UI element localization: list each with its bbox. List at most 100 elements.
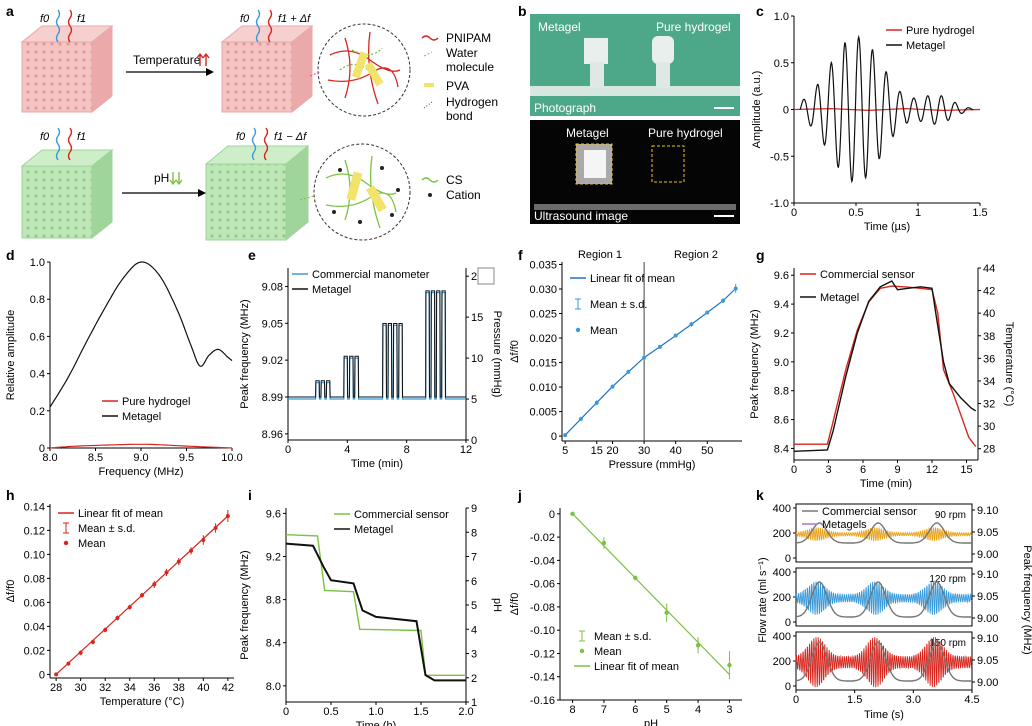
panel-d-axes: 8.0 8.5 9.0 9.5 10.0 0 0.2 0.4 0.6 0.8 1.0 Frequenc… <box>5 257 243 478</box>
data-point <box>140 593 144 598</box>
x-tick-label: 5 <box>562 445 568 457</box>
y2-tick-label: 40 <box>983 308 995 320</box>
panel-g-axes: 0 3 6 9 12 15 8.4 8.6 8.8 9.0 9.2 9.4 9.6 Time (min) P… <box>749 268 978 490</box>
x-tick-label: 9.0 <box>133 452 148 464</box>
panel-i-axes: 0 0.5 1.0 1.5 2.0 8.0 8.4 8.8 9.2 9.6 Time (h) Peak… <box>239 508 474 726</box>
data-point <box>695 643 701 648</box>
x-axis-label: Pressure (mmHg) <box>609 459 696 471</box>
x-tick-label: 30 <box>638 445 650 457</box>
y2-tick-label: 4 <box>471 624 477 636</box>
panel-k-subplot-2: 0 200 400 9.00 9.05 9.10 120 rpm <box>773 567 999 629</box>
series-commercial-sensor-3 <box>795 641 972 682</box>
x-axis-label: Time (min) <box>351 458 403 470</box>
y-tick-label: 0.08 <box>24 573 45 585</box>
data-point <box>115 616 120 620</box>
x-tick-label: 15 <box>960 464 972 476</box>
x-axis-label: Time (h) <box>356 720 397 726</box>
y-tick-label: 8.8 <box>266 595 281 607</box>
y2-tick-label: 0 <box>471 435 477 447</box>
y2-axis-label: Temperature (°C) <box>1003 322 1015 406</box>
us-label-pure: Pure hydrogel <box>648 126 723 140</box>
y-tick-label: 0.4 <box>30 369 45 381</box>
y-tick-label: 0.8 <box>30 294 45 306</box>
data-point <box>673 333 678 338</box>
data-point <box>633 575 638 581</box>
x-tick-label: 3 <box>726 704 732 716</box>
x-tick-label: 9 <box>894 464 900 476</box>
x-tick-label: 12 <box>926 464 938 476</box>
data-point <box>225 514 230 518</box>
x-tick-label: 3 <box>825 464 831 476</box>
y-tick-label: 9.05 <box>262 318 283 330</box>
x-axis-label: pH <box>644 718 658 726</box>
y-tick-label: -0.16 <box>530 695 555 707</box>
y-tick-label: 9.4 <box>774 299 789 311</box>
y-tick-label: 0 <box>785 617 791 629</box>
legend-item: Mean ± s.d. <box>575 298 647 311</box>
data-point <box>201 538 206 542</box>
x-tick-label: 0 <box>791 207 797 219</box>
y-tick-label: -0.5 <box>770 151 789 163</box>
y-tick-label: 9.02 <box>262 355 283 367</box>
legend-label: Metagels <box>822 519 867 531</box>
y-tick-label: 9.2 <box>774 328 789 340</box>
x-tick-label: 40 <box>670 445 682 457</box>
y2-tick-label: 2 <box>471 673 477 685</box>
y-tick-label: 0.04 <box>24 621 45 633</box>
y2-tick-label: 9.05 <box>977 591 998 603</box>
y-axis-label: Flow rate (ml s⁻¹) <box>757 557 769 642</box>
legend-item: Metagel <box>800 292 859 304</box>
series-commercial-sensor <box>794 285 977 447</box>
y2-tick-label: 15 <box>471 312 483 324</box>
x-tick-label: 34 <box>124 682 136 694</box>
y2-tick-label: 34 <box>983 376 995 388</box>
y-tick-label: 0 <box>783 105 789 117</box>
series-metagel <box>793 280 977 452</box>
y2-tick-label: 6 <box>471 576 477 588</box>
photo-label-pure: Pure hydrogel <box>656 20 731 34</box>
legend-label: Commercial sensor <box>354 509 449 521</box>
legend-item: Commercial manometer <box>292 269 430 281</box>
legend-item: Metagel <box>334 524 393 536</box>
panel-letter-k: k <box>756 487 764 503</box>
legend-item: Pure hydrogel <box>102 396 191 408</box>
series-pure-hydrogel <box>49 443 233 449</box>
y2-tick-label: 9.10 <box>977 633 998 645</box>
ph-label: pH <box>154 171 169 185</box>
legend-label: Metagel <box>906 40 945 52</box>
legend-label: Mean <box>594 646 622 658</box>
panel-j-axes: 8 7 6 5 4 3 0 -0.02 -0.04 -0.06 -0.08 -0.10 -0.12 -0.… <box>509 508 742 726</box>
y-tick-label: -0.02 <box>530 532 555 544</box>
data-point <box>164 570 169 575</box>
x-tick-label: 3.0 <box>906 694 921 706</box>
x-tick-label: 4 <box>695 704 701 716</box>
data-point <box>610 384 615 389</box>
y2-tick-label: 9.00 <box>977 613 998 625</box>
x-tick-label: 0 <box>793 694 799 706</box>
x-tick-label: 5 <box>664 704 670 716</box>
y2-tick-label: 9.10 <box>977 569 998 581</box>
y-tick-label: 0.2 <box>30 406 45 418</box>
y-tick-label: 9.6 <box>266 508 281 520</box>
y-tick-label: 1.0 <box>774 11 789 23</box>
legend-item: Linear fit of mean <box>574 661 679 673</box>
y-tick-label: 0.02 <box>24 645 45 657</box>
rpm-label: 120 rpm <box>929 574 966 585</box>
y-tick-label: 8.96 <box>262 429 283 441</box>
x-tick-label: 28 <box>50 682 62 694</box>
x-axis-label: Time (min) <box>860 478 912 490</box>
x-axis-label: Frequency (MHz) <box>99 466 184 478</box>
y-tick-label: -1.0 <box>770 198 789 210</box>
x-tick-label: 8 <box>404 444 410 456</box>
y-tick-label: 0.14 <box>24 501 45 513</box>
legend-label: Pure hydrogel <box>122 396 191 408</box>
pink-cube-right <box>220 24 314 114</box>
y2-axis-label: pH <box>491 598 503 612</box>
series-metagel <box>49 261 233 408</box>
x-tick-label: 8.5 <box>88 452 103 464</box>
y-tick-label: 0.010 <box>529 382 557 394</box>
y2-tick-label: 1 <box>471 697 477 709</box>
legend-cs: CS <box>446 173 463 187</box>
x-tick-label: 9.5 <box>179 452 194 464</box>
